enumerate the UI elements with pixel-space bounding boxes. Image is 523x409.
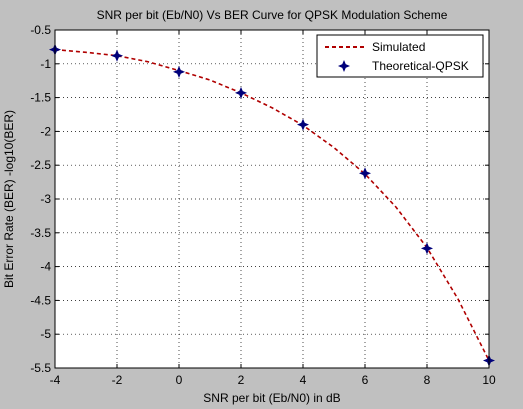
theoretical-point — [296, 118, 310, 131]
series-layer — [48, 43, 496, 367]
y-tick-label: -1 — [40, 57, 51, 71]
x-axis-label: SNR per bit (Eb/N0) in dB — [203, 391, 340, 405]
y-tick-label: -0.5 — [30, 23, 51, 37]
x-tick-label: -2 — [112, 373, 123, 387]
axis-ticks: -4 -2 0 2 4 6 8 10 -0.5 -1 -1.5 -2 -2.5 -3 -3.5 -4 -4.5 -… — [30, 23, 496, 387]
y-tick-label: -3 — [40, 192, 51, 206]
x-tick-label: -4 — [50, 373, 61, 387]
x-tick-label: 6 — [362, 373, 369, 387]
y-tick-label: -2 — [40, 124, 51, 138]
theoretical-point — [358, 167, 372, 180]
x-tick-label: 10 — [482, 373, 496, 387]
y-tick-label: -2.5 — [30, 158, 51, 172]
y-tick-label: -5 — [40, 327, 51, 341]
legend-simulated-label: Simulated — [372, 40, 425, 54]
y-tick-label: -4.5 — [30, 293, 51, 307]
legend-star-shape — [337, 59, 351, 73]
y-axis-label: Bit Error Rate (BER) -log10(BER) — [2, 110, 16, 288]
theoretical-point — [110, 49, 124, 62]
x-tick-label: 2 — [238, 373, 245, 387]
y-tick-label: -4 — [40, 260, 51, 274]
theoretical-point — [234, 86, 248, 99]
legend: Simulated Theoretical-QPSK — [316, 34, 484, 78]
theoretical-point — [172, 65, 186, 78]
x-tick-label: 0 — [176, 373, 183, 387]
y-tick-label: -3.5 — [30, 226, 51, 240]
theoretical-point — [420, 242, 434, 255]
y-tick-label: -1.5 — [30, 91, 51, 105]
chart-title: SNR per bit (Eb/N0) Vs BER Curve for QPS… — [97, 8, 448, 22]
x-tick-label: 8 — [424, 373, 431, 387]
series-simulated-line — [54, 48, 490, 361]
y-tick-label: -5.5 — [30, 361, 51, 375]
legend-theoretical-marker — [337, 59, 351, 73]
x-tick-label: 4 — [300, 373, 307, 387]
legend-theoretical-label: Theoretical-QPSK — [372, 59, 469, 73]
